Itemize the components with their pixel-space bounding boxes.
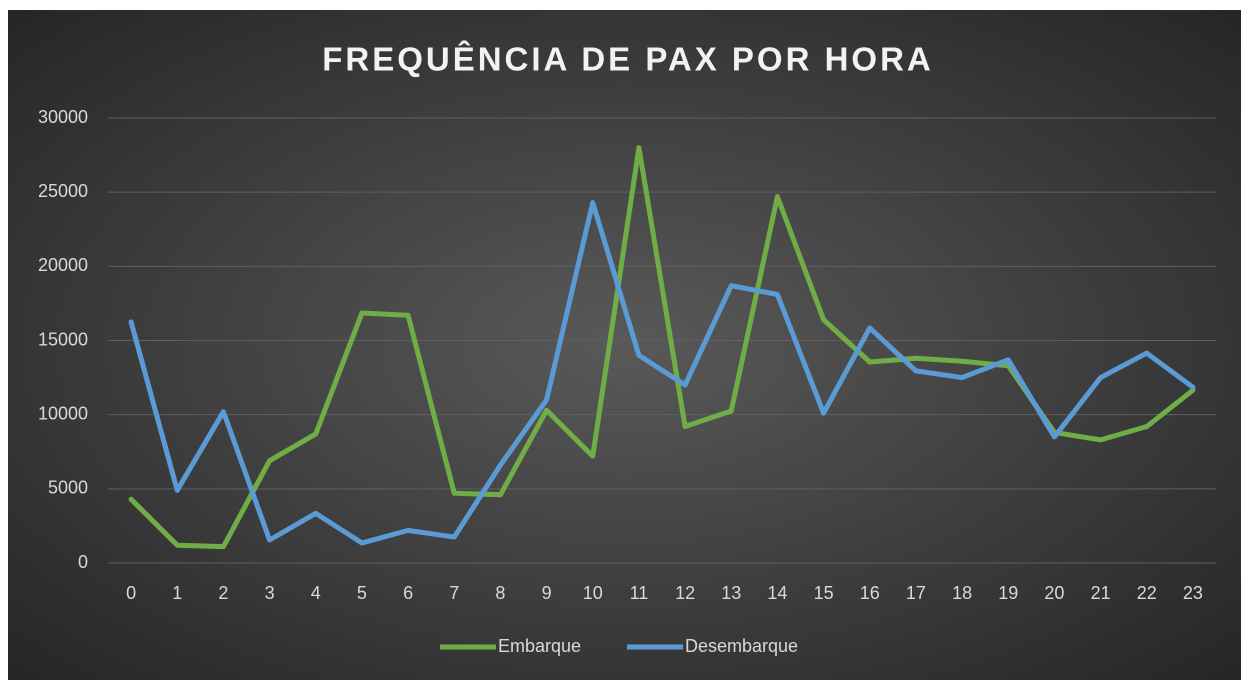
x-tick-label: 12 [675,583,695,603]
x-tick-label: 17 [906,583,926,603]
x-tick-label: 13 [721,583,741,603]
chart-title: FREQUÊNCIA DE PAX POR HORA [322,41,934,78]
x-tick-label: 3 [265,583,275,603]
chart-background [8,10,1241,680]
y-tick-label: 20000 [38,255,88,275]
x-tick-label: 6 [403,583,413,603]
legend-label: Embarque [498,636,581,656]
x-tick-label: 11 [630,583,649,603]
y-tick-label: 30000 [38,107,88,127]
y-tick-label: 15000 [38,329,88,349]
x-tick-label: 9 [542,583,552,603]
x-tick-label: 21 [1091,583,1111,603]
x-tick-label: 23 [1183,583,1203,603]
x-tick-label: 2 [218,583,228,603]
y-tick-label: 5000 [48,478,88,498]
x-tick-label: 22 [1137,583,1157,603]
x-tick-label: 18 [952,583,972,603]
legend-label: Desembarque [685,636,798,656]
x-tick-label: 0 [126,583,136,603]
x-tick-label: 10 [583,583,603,603]
y-tick-label: 0 [78,552,88,572]
x-tick-label: 8 [495,583,505,603]
x-tick-label: 15 [814,583,834,603]
x-tick-label: 4 [311,583,321,603]
x-tick-label: 20 [1044,583,1064,603]
x-tick-label: 14 [767,583,787,603]
x-tick-label: 16 [860,583,880,603]
x-tick-label: 19 [998,583,1018,603]
series-line [128,200,1196,546]
y-tick-label: 10000 [38,403,88,423]
x-tick-label: 7 [449,583,459,603]
x-tick-label: 1 [172,583,182,603]
y-tick-label: 25000 [38,181,88,201]
x-tick-label: 5 [357,583,367,603]
